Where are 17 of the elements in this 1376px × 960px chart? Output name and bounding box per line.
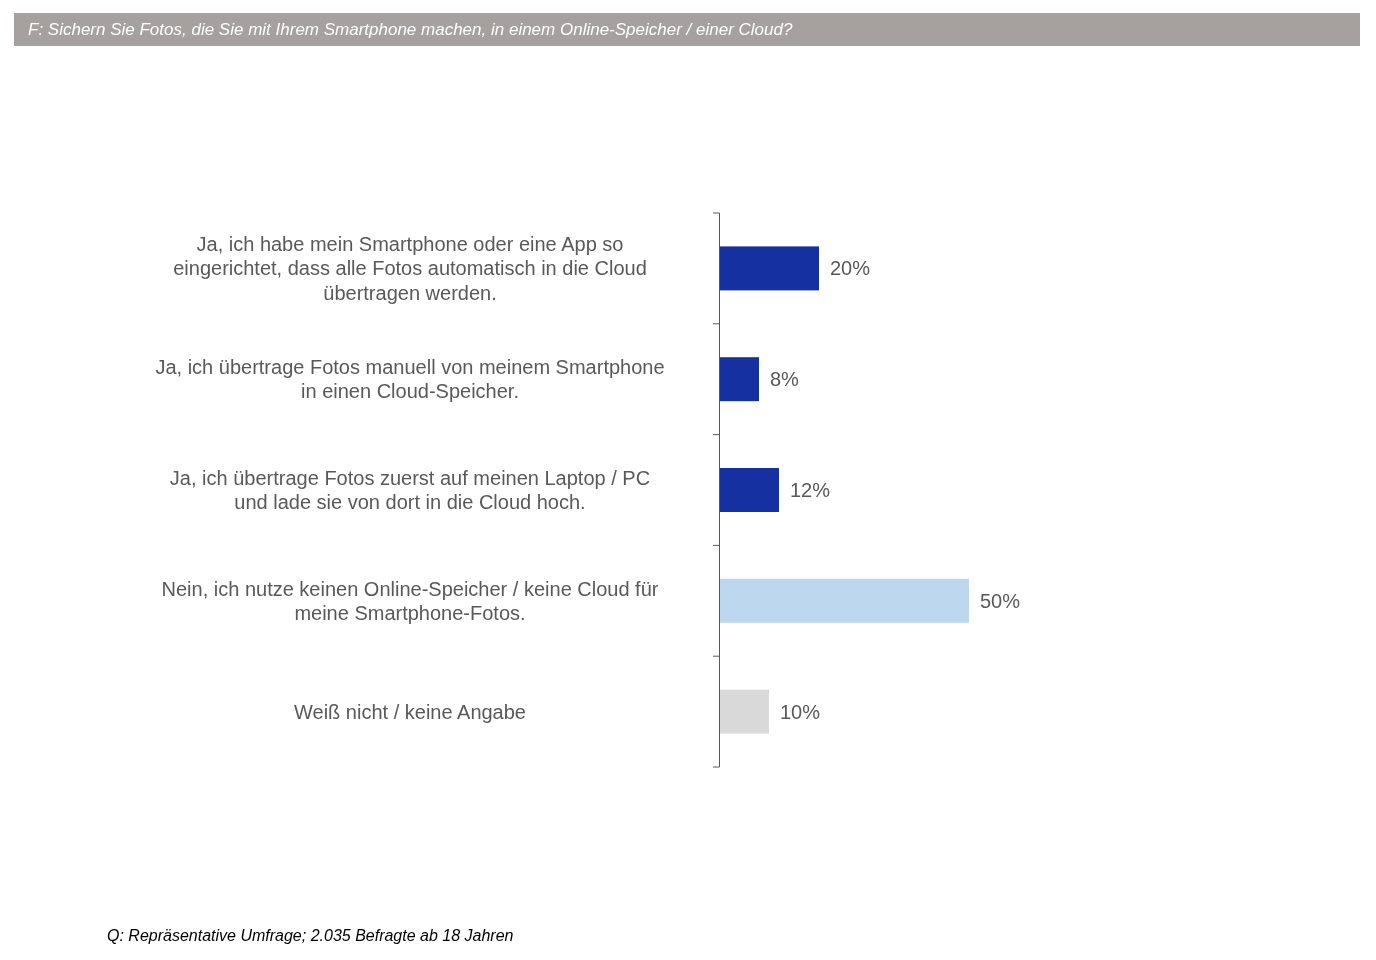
- y-tick-label: Ja, ich übertrage Fotos zuerst auf meinen Laptop / PC und lade sie von dort in die Cloud hoch.: [169, 466, 651, 514]
- text: Q: Repräsentative Umfrage; 2.035 Befragte ab 18 Jahren: [107, 926, 514, 944]
- bar: [719, 468, 779, 512]
- y-tick-label: Ja, ich habe mein Smartphone oder eine App so eingerichtet, dass alle Fotos automatisch in die Cloud übertragen werden.: [173, 232, 647, 304]
- text: F: Sichern Sie Fotos, die Sie mit Ihrem Smartphone machen, in einem Online-Speicher / einer Cloud?: [28, 20, 793, 40]
- bar: [719, 246, 819, 291]
- data-label: 10%: [780, 700, 821, 723]
- data-label: 8%: [770, 368, 800, 391]
- data-label: 50%: [980, 589, 1021, 612]
- bar: [719, 357, 759, 402]
- data-label: 12%: [790, 479, 831, 501]
- y-tick-label: Weiß nicht / keine Angabe: [294, 700, 526, 723]
- y-tick-label: Ja, ich übertrage Fotos manuell von meinem Smartphone in einen Cloud-Speicher.: [155, 355, 665, 403]
- bar: [719, 689, 769, 734]
- data-label: 20%: [830, 257, 871, 280]
- y-tick-label: Nein, ich nutze keinen Online-Speicher / keine Cloud für meine Smartphone-Fotos.: [161, 577, 659, 625]
- bar: [719, 578, 969, 623]
